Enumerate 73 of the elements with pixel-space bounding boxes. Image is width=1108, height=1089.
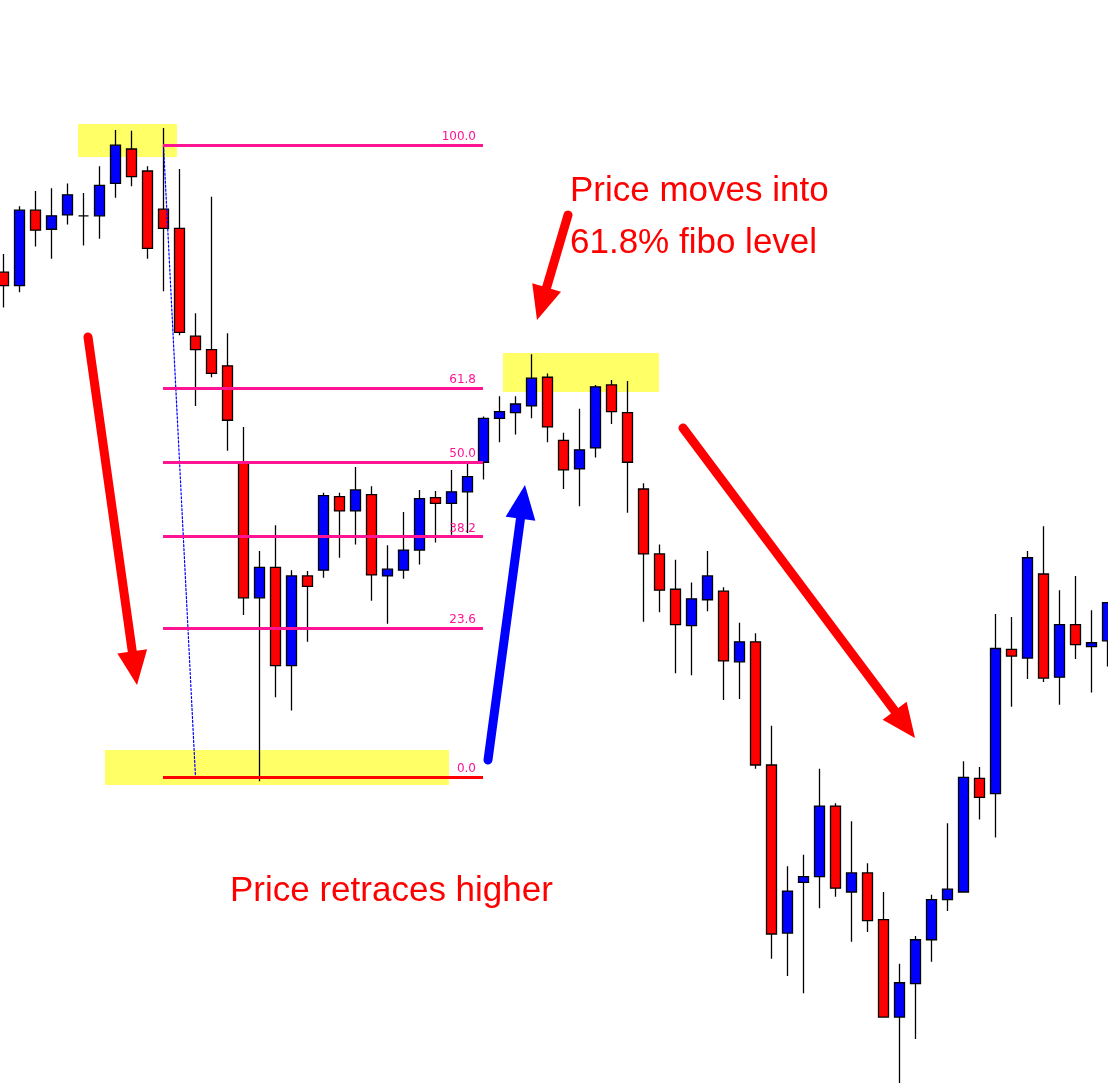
candlestick: [973, 766, 986, 821]
candlestick: [157, 127, 170, 292]
annotation: Price retraces higher: [230, 868, 554, 908]
annotation: 0.0: [456, 761, 476, 776]
candlestick: [765, 725, 778, 960]
candlestick: [1085, 609, 1098, 694]
candlestick: [541, 372, 554, 443]
candlestick: [13, 205, 26, 293]
candlestick: [877, 891, 890, 1018]
candlestick: [717, 586, 730, 701]
candlestick: [93, 165, 106, 240]
candlestick: [861, 862, 874, 933]
candlestick: [493, 395, 506, 443]
candlestick: [749, 632, 762, 770]
candlestick: [605, 379, 618, 425]
candlestick: [365, 485, 378, 602]
candlestick: [941, 822, 954, 912]
candlestick: [685, 581, 698, 676]
candlestick: [829, 802, 842, 898]
candlestick: [797, 854, 810, 994]
candlestick: [989, 613, 1002, 839]
candlestick: [269, 524, 282, 698]
candlestick: [509, 395, 522, 436]
candlestick: [781, 865, 794, 977]
candlestick: [573, 408, 586, 507]
annotation: 100.0: [441, 129, 476, 144]
candlestick: [621, 380, 634, 514]
candlestick: [253, 550, 266, 782]
candlestick: [45, 187, 58, 260]
candlestick: [589, 384, 602, 459]
candlestick: [429, 490, 442, 544]
candlestick: [285, 569, 298, 712]
candlestick: [77, 192, 90, 247]
candlestick: [669, 559, 682, 674]
annotation: 50.0: [449, 446, 476, 461]
candlestick: [413, 489, 426, 566]
candlestick: [909, 935, 922, 1040]
candlestick: [381, 544, 394, 625]
candlestick: [1021, 550, 1034, 680]
candlestick: [205, 196, 218, 378]
candlestick: [845, 820, 858, 943]
candlestick: [349, 466, 362, 546]
annotation: Price moves into 61.8% fibo level: [570, 168, 839, 260]
candlestick: [61, 182, 74, 226]
candlestick: [317, 492, 330, 579]
candlestick: [557, 432, 570, 490]
candlestick: [1005, 616, 1018, 708]
candlestick: [1053, 589, 1066, 706]
candlestick: [333, 492, 346, 559]
candlestick: [125, 130, 138, 187]
candlestick: [525, 353, 538, 419]
candlestick: [301, 570, 314, 643]
annotation: 23.6: [449, 612, 476, 627]
candlestick: [477, 415, 490, 481]
candlestick: [237, 426, 250, 616]
candlestick: [141, 165, 154, 260]
annotation: 61.8: [449, 371, 476, 386]
candlestick: [1037, 525, 1050, 683]
candlestick: [733, 622, 746, 700]
candlestick: [173, 168, 186, 336]
candlestick: [221, 332, 234, 452]
candlestick: [189, 312, 202, 407]
candlestick: [653, 543, 666, 613]
candlestick: [925, 894, 938, 963]
candlestick: [701, 550, 714, 612]
candlestick: [957, 760, 970, 893]
candlestick: [397, 511, 410, 580]
candlestick: [893, 962, 906, 1084]
candlestick: [29, 190, 42, 248]
candlestick: [813, 768, 826, 909]
candlestick: [109, 129, 122, 199]
candlestick: [637, 482, 650, 623]
candlestick: [1069, 575, 1082, 660]
